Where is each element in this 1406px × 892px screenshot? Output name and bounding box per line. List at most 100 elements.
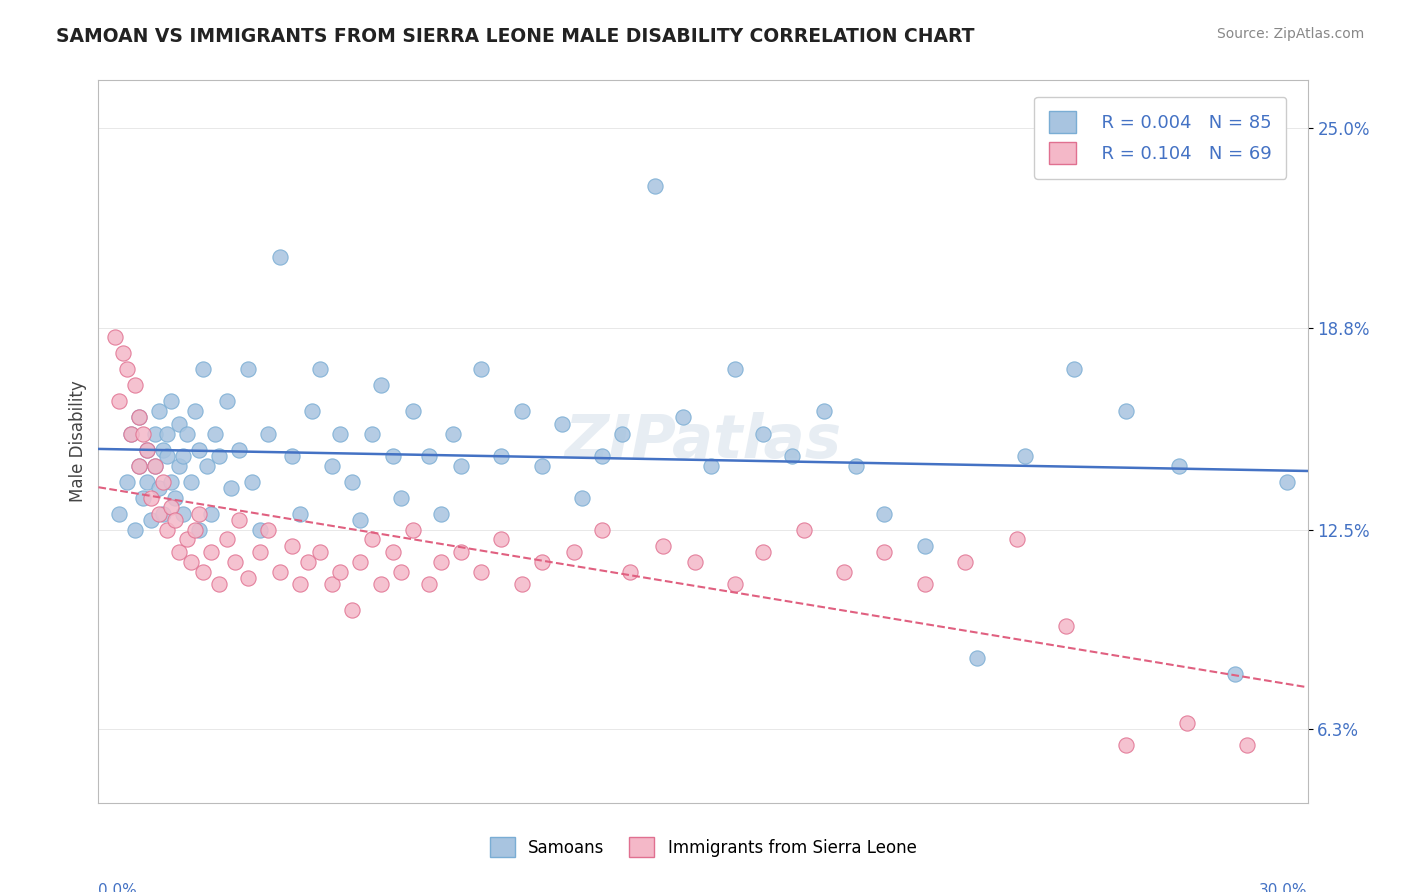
Point (193, 565, 215, 579)
Point (256, 426, 278, 441)
Point (103, 330, 125, 344)
Point (329, 565, 352, 579)
Point (389, 491, 412, 505)
Point (430, 507, 453, 521)
Point (148, 481, 170, 495)
Point (132, 426, 155, 441)
Point (217, 533, 239, 547)
Text: ZIPatlas: ZIPatlas (564, 412, 842, 471)
Point (752, 545, 775, 559)
Legend:   R = 0.004   N = 85,   R = 0.104   N = 69: R = 0.004 N = 85, R = 0.104 N = 69 (1035, 96, 1286, 178)
Point (1223, 667, 1246, 681)
Point (370, 577, 392, 591)
Point (281, 449, 304, 463)
Point (966, 651, 988, 665)
Point (1014, 449, 1036, 463)
Point (288, 577, 311, 591)
Point (1063, 362, 1085, 376)
Point (349, 555, 371, 569)
Point (217, 394, 239, 409)
Y-axis label: Male Disability: Male Disability (69, 381, 87, 502)
Point (510, 577, 533, 591)
Point (188, 442, 211, 457)
Point (591, 449, 613, 463)
Point (651, 539, 673, 553)
Point (107, 394, 129, 409)
Point (236, 362, 259, 376)
Point (1167, 458, 1189, 473)
Point (115, 475, 138, 489)
Point (402, 404, 425, 418)
Point (450, 458, 472, 473)
Point (619, 565, 641, 579)
Point (200, 507, 222, 521)
Point (342, 475, 364, 489)
Point (612, 426, 634, 441)
Point (176, 533, 198, 547)
Point (128, 458, 150, 473)
Point (309, 545, 332, 559)
Point (148, 404, 170, 418)
Point (551, 417, 574, 431)
Point (1007, 533, 1029, 547)
Point (329, 426, 352, 441)
Point (124, 378, 146, 392)
Point (1277, 475, 1299, 489)
Point (184, 523, 207, 537)
Point (107, 507, 129, 521)
Point (1054, 619, 1077, 633)
Point (156, 426, 179, 441)
Point (167, 417, 190, 431)
Point (1236, 738, 1258, 752)
Point (288, 507, 311, 521)
Point (309, 362, 332, 376)
Point (135, 442, 157, 457)
Point (450, 545, 472, 559)
Point (361, 426, 384, 441)
Point (172, 449, 194, 463)
Point (389, 565, 412, 579)
Point (530, 458, 553, 473)
Point (228, 442, 250, 457)
Point (200, 545, 222, 559)
Point (128, 410, 150, 425)
Point (301, 404, 323, 418)
Point (160, 394, 183, 409)
Point (120, 426, 142, 441)
Point (914, 539, 936, 553)
Text: 0.0%: 0.0% (98, 883, 138, 892)
Point (530, 555, 553, 569)
Legend: Samoans, Immigrants from Sierra Leone: Samoans, Immigrants from Sierra Leone (481, 829, 925, 866)
Point (111, 346, 134, 360)
Point (163, 491, 186, 505)
Point (120, 426, 142, 441)
Point (700, 458, 723, 473)
Point (361, 533, 384, 547)
Point (418, 577, 440, 591)
Point (832, 565, 855, 579)
Point (139, 513, 162, 527)
Point (269, 565, 291, 579)
Point (224, 555, 246, 569)
Point (342, 603, 364, 617)
Point (249, 523, 271, 537)
Point (491, 533, 513, 547)
Point (370, 378, 392, 392)
Point (644, 179, 666, 194)
Point (571, 491, 593, 505)
Point (188, 507, 211, 521)
Point (381, 449, 404, 463)
Point (115, 362, 138, 376)
Point (430, 555, 453, 569)
Point (143, 458, 166, 473)
Point (724, 362, 747, 376)
Point (160, 500, 183, 515)
Point (143, 458, 166, 473)
Point (441, 426, 464, 441)
Point (195, 458, 218, 473)
Text: Source: ZipAtlas.com: Source: ZipAtlas.com (1216, 27, 1364, 41)
Point (1115, 404, 1137, 418)
Point (124, 523, 146, 537)
Point (172, 507, 194, 521)
Point (873, 545, 896, 559)
